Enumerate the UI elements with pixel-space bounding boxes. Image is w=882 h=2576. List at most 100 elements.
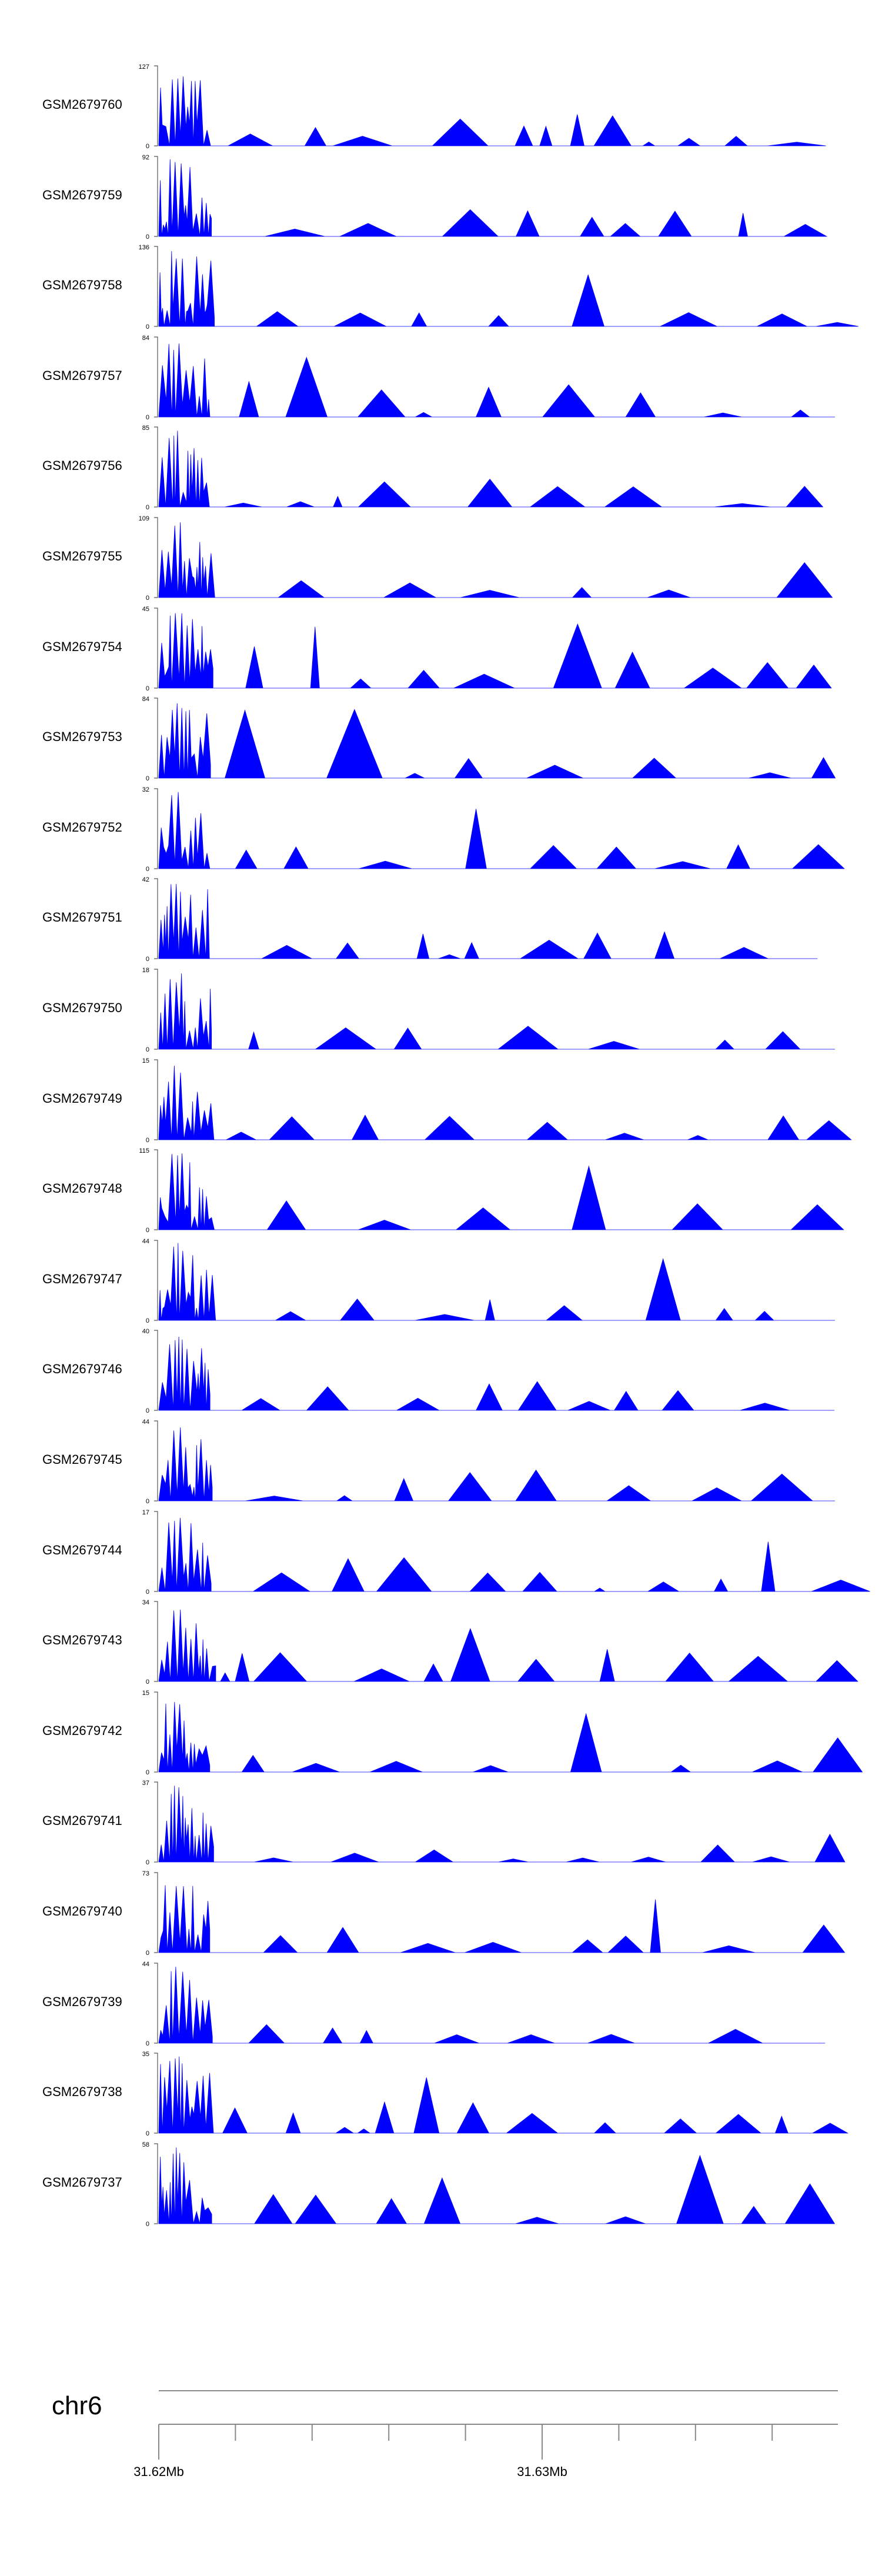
track-GSM2679749: GSM2679749 15 0	[42, 1057, 852, 1144]
track-ymin-label: 0	[146, 2130, 149, 2137]
track-y-axis	[154, 1240, 158, 1321]
track-signal	[158, 1967, 826, 2044]
track-GSM2679758: GSM2679758 136 0	[42, 244, 858, 331]
track-ymax-label: 37	[142, 1780, 149, 1787]
track-GSM2679744: GSM2679744 17 0	[42, 1509, 870, 1596]
track-GSM2679754: GSM2679754 45 0	[42, 606, 832, 692]
track-GSM2679742: GSM2679742 15 0	[42, 1690, 863, 1776]
track-label: GSM2679739	[42, 1994, 122, 2009]
track-ymax-label: 136	[139, 244, 149, 251]
track-y-axis	[154, 1781, 158, 1863]
track-ymin-label: 0	[146, 1589, 149, 1596]
track-y-axis	[154, 1420, 158, 1501]
track-ymax-label: 15	[142, 1690, 149, 1697]
track-GSM2679757: GSM2679757 84 0	[42, 335, 835, 421]
track-signal	[158, 1609, 858, 1682]
track-label: GSM2679747	[42, 1272, 122, 1286]
track-signal	[158, 1701, 863, 1773]
track-ymax-label: 35	[142, 2051, 149, 2058]
track-ymin-label: 0	[146, 1679, 149, 1686]
track-signal	[158, 1065, 852, 1140]
track-GSM2679751: GSM2679751 42 0	[42, 876, 818, 963]
track-y-axis	[154, 2053, 158, 2134]
track-label: GSM2679744	[42, 1543, 122, 1557]
track-label: GSM2679760	[42, 97, 122, 112]
track-ymax-label: 34	[142, 1599, 149, 1606]
track-ymin-label: 0	[146, 233, 149, 241]
track-y-axis	[154, 969, 158, 1050]
track-GSM2679746: GSM2679746 40 0	[42, 1328, 835, 1414]
track-y-axis	[154, 2143, 158, 2224]
track-signal	[158, 431, 824, 508]
genome-axis: chr6 31.62Mb 31.63Mb	[52, 2390, 838, 2479]
track-ymax-label: 109	[139, 515, 149, 522]
track-y-axis	[154, 1691, 158, 1773]
track-ymin-label: 0	[146, 1498, 149, 1505]
track-ymin-label: 0	[146, 1859, 149, 1866]
track-signal	[158, 973, 835, 1050]
track-signal	[158, 1336, 835, 1411]
track-signal	[158, 159, 828, 237]
track-ymin-label: 0	[146, 1950, 149, 1957]
track-label: GSM2679752	[42, 820, 122, 835]
track-label: GSM2679745	[42, 1452, 122, 1467]
track-label: GSM2679740	[42, 1904, 122, 1918]
track-GSM2679760: GSM2679760 127 0	[42, 64, 826, 150]
track-ymax-label: 44	[142, 1961, 149, 1968]
track-label: GSM2679755	[42, 549, 122, 563]
track-GSM2679750: GSM2679750 18 0	[42, 967, 835, 1053]
track-y-axis	[154, 156, 158, 237]
track-ymin-label: 0	[146, 2040, 149, 2047]
track-y-axis	[154, 1511, 158, 1592]
track-y-axis	[154, 426, 158, 508]
track-ymin-label: 0	[146, 866, 149, 873]
track-signal	[158, 1885, 846, 1953]
track-label: GSM2679748	[42, 1181, 122, 1196]
track-y-axis	[154, 878, 158, 959]
track-ymax-label: 42	[142, 876, 149, 883]
track-label: GSM2679738	[42, 2084, 122, 2099]
track-GSM2679748: GSM2679748 115 0	[42, 1147, 844, 1234]
track-ymin-label: 0	[146, 143, 149, 150]
track-ymax-label: 73	[142, 1870, 149, 1877]
track-ymin-label: 0	[146, 504, 149, 511]
track-ymax-label: 17	[142, 1509, 149, 1516]
track-label: GSM2679758	[42, 278, 122, 292]
track-y-axis	[154, 608, 158, 689]
track-signal	[158, 1517, 870, 1592]
track-signal	[158, 522, 833, 598]
track-GSM2679741: GSM2679741 37 0	[42, 1780, 846, 1866]
track-ymin-label: 0	[146, 1407, 149, 1414]
track-GSM2679740: GSM2679740 73 0	[42, 1870, 846, 1957]
track-label: GSM2679743	[42, 1633, 122, 1647]
track-y-axis	[154, 1330, 158, 1411]
track-y-axis	[154, 1149, 158, 1230]
axis-ticks	[158, 2424, 773, 2460]
track-label: GSM2679754	[42, 639, 122, 654]
track-label: GSM2679741	[42, 1813, 122, 1828]
track-signal	[158, 1243, 835, 1321]
track-y-axis	[154, 788, 158, 869]
track-y-axis	[154, 246, 158, 327]
track-ymax-label: 84	[142, 696, 149, 703]
track-ymin-label: 0	[146, 1046, 149, 1053]
track-ymin-label: 0	[146, 1317, 149, 1324]
track-ymax-label: 85	[142, 425, 149, 432]
track-y-axis	[154, 1872, 158, 1953]
track-ymax-label: 18	[142, 967, 149, 974]
track-ymax-label: 32	[142, 786, 149, 793]
track-GSM2679747: GSM2679747 44 0	[42, 1238, 835, 1324]
track-label: GSM2679750	[42, 1000, 122, 1015]
track-signal	[158, 1786, 846, 1863]
track-label: GSM2679756	[42, 458, 122, 473]
track-GSM2679743: GSM2679743 34 0	[42, 1599, 858, 1686]
track-signal	[158, 76, 826, 146]
track-ymin-label: 0	[146, 414, 149, 421]
track-signal	[158, 2147, 836, 2224]
track-label: GSM2679751	[42, 910, 122, 925]
track-ymin-label: 0	[146, 1769, 149, 1776]
tracks: GSM2679760 127 0 GSM2679759 92 0 GSM2679758 136…	[42, 64, 870, 2228]
track-signal	[158, 883, 818, 959]
track-ymin-label: 0	[146, 1227, 149, 1234]
